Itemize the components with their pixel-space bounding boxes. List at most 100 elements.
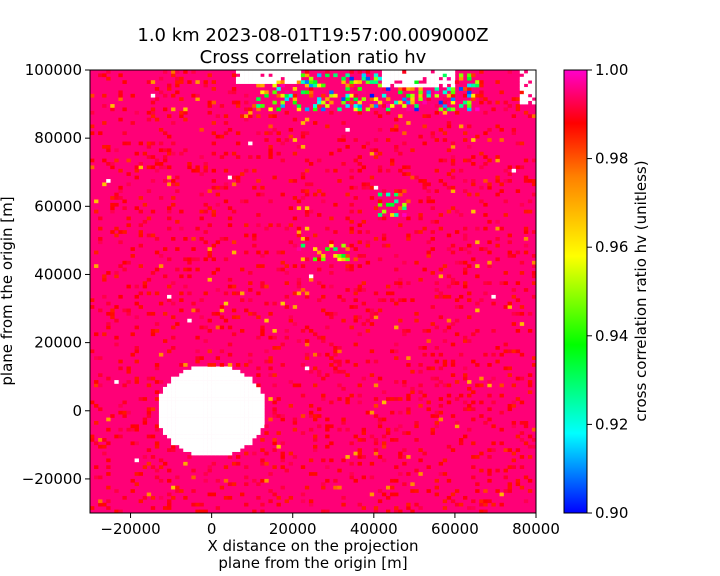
heatmap-cell xyxy=(503,100,508,105)
heatmap-cell xyxy=(523,110,529,115)
heatmap-cell xyxy=(231,369,237,374)
heatmap-cell xyxy=(434,83,439,88)
heatmap-cell xyxy=(357,455,362,459)
heatmap-cell xyxy=(98,502,103,507)
heatmap-cell xyxy=(458,260,464,265)
heatmap-cell xyxy=(349,219,354,224)
heatmap-cell xyxy=(207,400,212,405)
heatmap-cell xyxy=(288,70,294,74)
heatmap-cell xyxy=(515,482,521,487)
heatmap-cell xyxy=(357,264,362,268)
heatmap-cell xyxy=(479,414,484,418)
heatmap-cell xyxy=(138,223,143,228)
heatmap-cell xyxy=(231,87,237,91)
heatmap-cell xyxy=(276,107,281,112)
heatmap-cell xyxy=(211,434,216,439)
heatmap-cell xyxy=(385,431,391,435)
heatmap-cell xyxy=(523,236,529,241)
heatmap-cell xyxy=(531,444,537,449)
heatmap-cell xyxy=(256,97,261,101)
heatmap-cell xyxy=(369,148,375,153)
heatmap-cell xyxy=(211,448,216,452)
heatmap-cell xyxy=(167,424,172,429)
heatmap-cell xyxy=(373,397,379,401)
heatmap-cell xyxy=(195,420,200,425)
heatmap-cell xyxy=(410,93,415,98)
heatmap-cell xyxy=(223,236,229,241)
heatmap-cell xyxy=(479,80,484,84)
heatmap-cell xyxy=(183,257,188,262)
heatmap-cell xyxy=(114,335,119,340)
heatmap-cell xyxy=(191,301,196,306)
heatmap-cell xyxy=(235,424,241,429)
heatmap-cell xyxy=(244,441,249,446)
heatmap-cell xyxy=(296,339,302,343)
heatmap-cell xyxy=(98,226,103,231)
heatmap-cell xyxy=(240,397,245,401)
heatmap-cell xyxy=(398,451,403,456)
heatmap-cell xyxy=(179,383,184,388)
heatmap-cell xyxy=(475,455,480,459)
heatmap-cell xyxy=(450,155,456,159)
heatmap-cell xyxy=(333,366,338,371)
heatmap-cell xyxy=(150,465,156,469)
heatmap-cell xyxy=(381,73,387,78)
heatmap-cell xyxy=(349,305,354,309)
heatmap-cell xyxy=(219,349,225,354)
heatmap-cell xyxy=(325,168,330,173)
heatmap-cell xyxy=(357,393,362,398)
heatmap-cell xyxy=(199,424,204,429)
heatmap-cell xyxy=(345,264,350,268)
heatmap-cell xyxy=(414,420,419,425)
heatmap-cell xyxy=(304,90,310,95)
heatmap-cell xyxy=(244,475,249,480)
heatmap-cell xyxy=(276,80,281,84)
heatmap-cell xyxy=(260,397,265,401)
heatmap-cell xyxy=(207,366,212,371)
heatmap-cell xyxy=(491,328,496,333)
heatmap-cell xyxy=(240,403,245,408)
heatmap-cell xyxy=(215,185,221,190)
heatmap-cell xyxy=(211,80,216,84)
heatmap-cell xyxy=(231,383,237,388)
heatmap-cell xyxy=(442,294,448,299)
heatmap-cell xyxy=(146,165,152,170)
heatmap-cell xyxy=(187,274,192,279)
heatmap-cell xyxy=(244,502,249,507)
heatmap-cell xyxy=(487,499,492,504)
heatmap-cell xyxy=(402,172,407,176)
heatmap-cell xyxy=(523,288,529,292)
heatmap-cell xyxy=(227,397,233,401)
heatmap-cell xyxy=(187,441,192,446)
heatmap-cell xyxy=(308,499,314,504)
heatmap-cell xyxy=(491,424,496,429)
heatmap-cell xyxy=(158,393,164,398)
heatmap-cell xyxy=(138,230,143,234)
heatmap-cell xyxy=(463,189,468,193)
heatmap-cell xyxy=(390,104,395,108)
heatmap-cell xyxy=(353,434,358,439)
heatmap-cell xyxy=(325,311,330,316)
heatmap-cell xyxy=(183,148,188,153)
heatmap-cell xyxy=(114,509,119,514)
heatmap-cell xyxy=(211,403,216,408)
heatmap-cell xyxy=(471,257,476,262)
heatmap-cell xyxy=(280,414,285,418)
heatmap-cell xyxy=(203,509,208,514)
heatmap-cell xyxy=(162,397,168,401)
heatmap-cell xyxy=(203,438,208,442)
heatmap-cell xyxy=(527,328,533,333)
heatmap-cell xyxy=(308,277,314,282)
heatmap-cell xyxy=(426,465,431,469)
heatmap-cell xyxy=(215,373,221,377)
heatmap-cell xyxy=(102,274,107,279)
heatmap-cell xyxy=(179,400,184,405)
heatmap-cell xyxy=(385,168,391,173)
heatmap-cell xyxy=(410,100,415,105)
heatmap-cell xyxy=(240,410,245,415)
heatmap-cell xyxy=(361,73,366,78)
heatmap-cell xyxy=(199,155,204,159)
heatmap-cell xyxy=(235,376,241,381)
heatmap-cell xyxy=(373,104,379,108)
heatmap-cell xyxy=(183,400,188,405)
